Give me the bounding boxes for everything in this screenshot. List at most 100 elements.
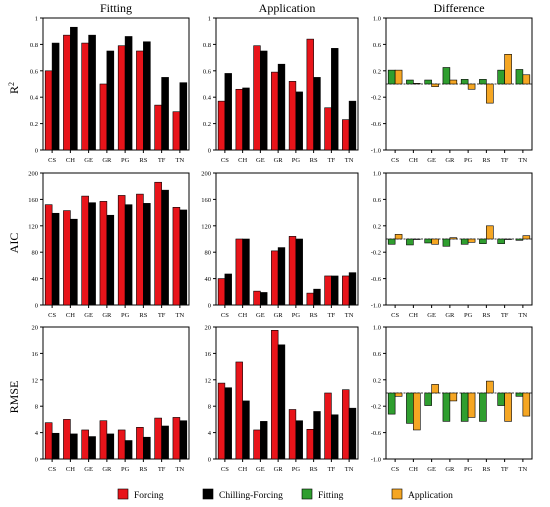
x-tick-label: RS <box>482 466 490 473</box>
bar-chilling-forcing-rs <box>313 288 321 306</box>
x-tick-label: CS <box>221 466 229 473</box>
y-tick-label: 160 <box>201 197 211 204</box>
x-tick-label: CH <box>66 466 75 473</box>
bar-forcing-tf <box>154 104 162 151</box>
bar-chilling-forcing-tn <box>348 407 357 460</box>
bar-forcing-gr <box>271 71 279 151</box>
x-tick-label: GR <box>445 312 455 319</box>
x-tick-label: GR <box>102 157 112 164</box>
x-tick-label: GE <box>84 157 93 164</box>
x-tick-label: PG <box>121 157 130 164</box>
bar-forcing-cs <box>44 422 53 460</box>
y-tick-label: -0.2 <box>371 95 381 102</box>
bar-chilling-forcing-ge <box>88 202 96 306</box>
y-tick-label: -0.6 <box>371 430 382 437</box>
y-tick-label: 0 <box>208 457 211 464</box>
column-title-application: Application <box>259 1 316 15</box>
plot-frame <box>215 326 359 460</box>
x-tick-label: TN <box>519 157 528 164</box>
bar-fitting-pg <box>460 79 469 85</box>
bar-forcing-cs <box>217 100 226 151</box>
x-tick-label: TN <box>345 466 354 473</box>
y-tick-label: -0.6 <box>371 121 382 128</box>
bar-application-gr <box>449 79 458 85</box>
x-tick-label: PG <box>292 157 301 164</box>
bar-forcing-pg <box>288 236 297 306</box>
bar-chilling-forcing-tf <box>331 414 339 460</box>
y-tick-label: 4 <box>35 430 39 437</box>
y-tick-label: 160 <box>28 197 38 204</box>
x-tick-label: CH <box>66 157 75 164</box>
bar-chilling-forcing-ch <box>242 238 250 306</box>
panel-r2-application: 0 0.2 0.4 0.6 0.8 1 CS CH GE GR PG RS TF TN <box>203 16 359 164</box>
bar-forcing-pg <box>117 429 126 460</box>
legend-label-application: Application <box>408 491 453 501</box>
y-tick-label: 80 <box>32 250 39 257</box>
x-tick-label: RS <box>482 312 490 319</box>
bar-chilling-forcing-pg <box>295 420 303 460</box>
bar-chilling-forcing-ch <box>242 400 250 460</box>
x-tick-label: GE <box>256 157 265 164</box>
bar-fitting-tf <box>497 238 505 244</box>
bar-forcing-pg <box>288 409 297 460</box>
bar-forcing-gr <box>99 420 108 460</box>
y-tick-label: -1.0 <box>371 457 381 464</box>
y-tick-label: 200 <box>28 171 38 178</box>
x-tick-label: CH <box>238 157 247 164</box>
bar-chilling-forcing-pg <box>124 204 133 306</box>
y-tick-label: 0.6 <box>30 68 39 75</box>
x-tick-label: CS <box>48 466 56 473</box>
bar-forcing-tn <box>172 207 181 306</box>
bar-forcing-tf <box>154 417 162 460</box>
y-tick-label: 20 <box>32 325 39 332</box>
x-tick-label: TF <box>501 312 509 319</box>
x-tick-label: TF <box>158 157 166 164</box>
bar-forcing-rs <box>306 292 314 306</box>
y-tick-label: -1.0 <box>371 303 381 310</box>
x-tick-label: PG <box>464 466 473 473</box>
x-tick-label: CS <box>221 312 229 319</box>
bar-chilling-forcing-tf <box>161 77 169 151</box>
bar-forcing-ge <box>253 429 261 460</box>
x-tick-label: GE <box>256 312 265 319</box>
bar-forcing-cs <box>217 278 226 306</box>
x-tick-label: TF <box>328 466 336 473</box>
y-tick-label: 1.0 <box>373 171 381 178</box>
bar-chilling-forcing-ch <box>70 218 78 306</box>
x-tick-label: CH <box>66 312 75 319</box>
x-tick-label: GR <box>445 157 455 164</box>
y-tick-label: 20 <box>205 325 212 332</box>
bar-fitting-cs <box>387 392 396 415</box>
bar-fitting-ge <box>424 392 432 406</box>
x-tick-label: RS <box>482 157 490 164</box>
y-tick-label: 12 <box>32 377 39 384</box>
x-tick-label: CH <box>409 312 418 319</box>
y-tick-label: 8 <box>208 404 211 411</box>
bar-fitting-rs <box>479 79 487 85</box>
bar-forcing-tf <box>324 275 332 306</box>
bar-fitting-rs <box>479 392 487 422</box>
panel-r2-fitting: 0 0.2 0.4 0.6 0.8 1 CS CH GE GR PG RS TF TN <box>30 16 190 164</box>
plot-frame <box>215 17 359 151</box>
y-tick-label: 0.8 <box>30 42 38 49</box>
bar-chilling-forcing-ch <box>70 26 78 151</box>
bar-chilling-forcing-cs <box>224 273 232 306</box>
x-tick-label: RS <box>310 466 318 473</box>
bar-forcing-rs <box>306 428 314 460</box>
y-tick-label: -0.6 <box>371 276 382 283</box>
bar-forcing-tn <box>172 417 181 460</box>
x-tick-label: RS <box>139 466 147 473</box>
x-tick-label: RS <box>139 312 147 319</box>
panel-rmse-difference: -1.0 -0.6 -0.2 0.2 0.6 1.0 CS CH GE GR PG RS TF TN <box>371 325 533 473</box>
plot-frame <box>42 17 190 151</box>
y-tick-label: 1 <box>35 16 38 23</box>
x-tick-label: GR <box>274 466 284 473</box>
x-tick-label: RS <box>310 157 318 164</box>
x-tick-label: TF <box>328 312 336 319</box>
x-tick-label: GR <box>274 312 284 319</box>
bar-chilling-forcing-pg <box>295 91 303 151</box>
y-tick-label: 0 <box>208 148 211 155</box>
x-tick-label: RS <box>310 312 318 319</box>
bar-forcing-rs <box>306 38 314 151</box>
bar-chilling-forcing-ch <box>70 433 78 460</box>
